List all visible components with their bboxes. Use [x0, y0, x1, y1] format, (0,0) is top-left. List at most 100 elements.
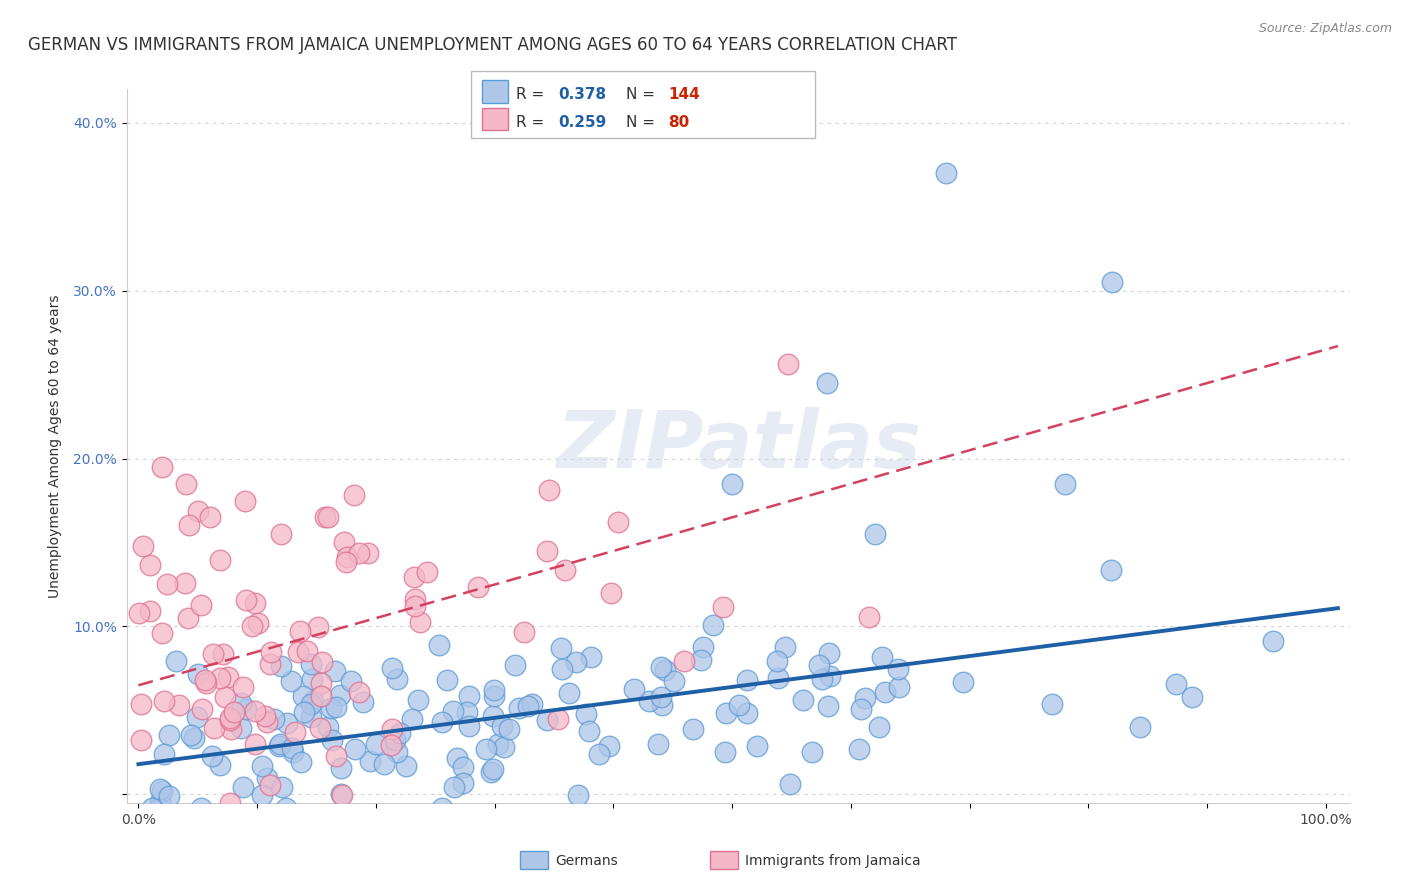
Point — [673, 654, 696, 668]
Point — [344, 742, 367, 756]
Point — [287, 645, 309, 659]
Point — [218, 796, 240, 810]
Point — [335, 555, 357, 569]
Point — [128, 606, 150, 620]
Point — [457, 690, 479, 704]
Point — [191, 702, 214, 716]
Point — [288, 624, 311, 638]
Point — [682, 722, 704, 736]
Point — [801, 745, 824, 759]
Point — [870, 649, 893, 664]
Text: ZIPatlas: ZIPatlas — [555, 407, 921, 485]
Point — [141, 801, 163, 815]
Point — [745, 739, 768, 753]
Text: N =: N = — [626, 115, 659, 130]
Point — [356, 546, 378, 560]
Point — [779, 777, 801, 791]
Point — [792, 692, 814, 706]
Point — [256, 771, 278, 785]
Point — [498, 722, 520, 736]
Point — [187, 504, 209, 518]
Point — [508, 701, 530, 715]
Point — [436, 673, 458, 687]
Point — [1040, 697, 1063, 711]
Point — [415, 566, 437, 580]
Point — [243, 704, 266, 718]
Point — [650, 659, 672, 673]
Point — [269, 739, 291, 754]
Point — [243, 737, 266, 751]
Point — [309, 690, 332, 704]
Point — [427, 638, 450, 652]
Point — [538, 483, 561, 497]
Point — [183, 731, 205, 746]
Point — [314, 510, 336, 524]
Point — [853, 691, 876, 706]
Point — [491, 719, 513, 733]
Point — [536, 713, 558, 727]
Point — [578, 724, 600, 739]
Point — [240, 619, 263, 633]
Text: Immigrants from Jamaica: Immigrants from Jamaica — [745, 854, 921, 868]
Point — [481, 709, 503, 723]
Point — [935, 166, 957, 180]
Point — [330, 788, 353, 802]
Point — [952, 675, 974, 690]
Point — [875, 685, 897, 699]
Point — [565, 656, 588, 670]
Text: Source: ZipAtlas.com: Source: ZipAtlas.com — [1258, 22, 1392, 36]
Point — [516, 698, 538, 713]
Point — [1261, 634, 1284, 648]
Point — [211, 647, 233, 661]
Point — [606, 516, 628, 530]
Point — [309, 676, 332, 690]
Point — [554, 563, 576, 577]
Point — [702, 618, 724, 632]
Point — [263, 712, 285, 726]
Point — [387, 745, 409, 759]
Point — [404, 599, 426, 613]
Point — [1129, 720, 1152, 734]
Point — [229, 696, 252, 710]
Point — [292, 706, 315, 720]
Text: N =: N = — [626, 87, 659, 103]
Point — [157, 728, 180, 742]
Point — [252, 789, 274, 803]
Point — [153, 747, 176, 762]
Point — [359, 754, 381, 768]
Point — [254, 709, 277, 723]
Point — [174, 576, 197, 591]
Point — [638, 694, 661, 708]
Point — [231, 722, 253, 736]
Point — [430, 801, 453, 815]
Point — [190, 599, 212, 613]
Point — [384, 733, 406, 747]
Point — [482, 683, 505, 698]
Point — [389, 726, 412, 740]
Point — [385, 672, 408, 686]
Point — [271, 780, 294, 795]
Point — [131, 539, 153, 553]
Point — [318, 510, 340, 524]
Point — [858, 609, 880, 624]
Point — [1181, 690, 1204, 705]
Point — [551, 662, 574, 676]
Point — [299, 697, 322, 711]
Point — [219, 722, 242, 736]
Point — [165, 654, 187, 668]
Point — [647, 737, 669, 751]
Point — [295, 644, 318, 658]
Point — [654, 663, 676, 677]
Point — [194, 673, 217, 687]
Point — [662, 674, 685, 689]
Point — [198, 510, 221, 524]
Point — [219, 713, 242, 727]
Point — [575, 706, 598, 721]
Point — [550, 641, 572, 656]
Point — [301, 694, 323, 708]
Point — [536, 543, 558, 558]
Point — [599, 585, 621, 599]
Point — [307, 620, 329, 634]
Text: 0.259: 0.259 — [558, 115, 606, 130]
Point — [650, 690, 672, 704]
